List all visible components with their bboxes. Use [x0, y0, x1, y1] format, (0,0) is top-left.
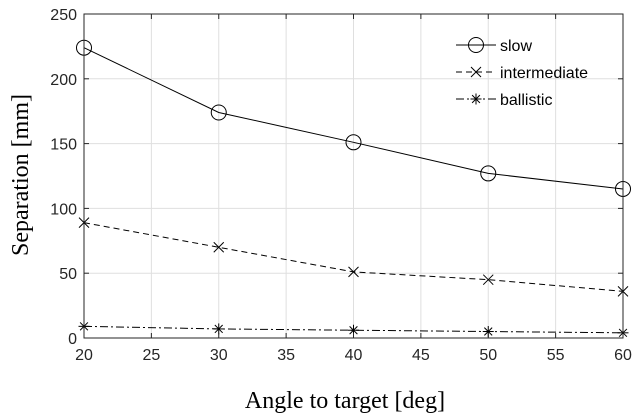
y-tick-label: 0: [68, 331, 77, 348]
legend-label-slow: slow: [500, 38, 532, 55]
axis-ticks: 20 25 30 35 40 45 50 55 60 0 50 100 150 200 250: [50, 7, 632, 364]
legend-label-ballistic: ballistic: [500, 92, 552, 109]
series-layer: [76, 39, 631, 339]
legend-marker-slow: [468, 37, 484, 53]
x-tick-label: 35: [277, 347, 295, 364]
y-axis-title: Separation [mm]: [8, 94, 34, 256]
data-point-intermediate: [482, 274, 494, 286]
legend: slow intermediate ballistic: [456, 37, 588, 109]
series-line-slow: [83, 47, 624, 190]
series-line-ballistic: [83, 325, 624, 334]
data-point-intermediate: [213, 241, 225, 253]
legend-item-intermediate: intermediate: [456, 65, 588, 82]
x-tick-label: 20: [75, 347, 93, 364]
x-tick-label: 50: [479, 347, 497, 364]
x-axis-title: Angle to target [deg]: [245, 388, 445, 414]
legend-item-slow: slow: [456, 37, 532, 55]
x-tick-label: 25: [142, 347, 160, 364]
data-point-slow: [480, 165, 497, 182]
legend-marker-ballistic: [470, 93, 482, 105]
y-tick-label: 100: [50, 201, 77, 218]
y-tick-label: 250: [50, 7, 77, 24]
x-tick-label: 60: [614, 347, 632, 364]
data-point-slow: [345, 134, 362, 151]
x-tick-label: 55: [547, 347, 565, 364]
y-tick-label: 200: [50, 72, 77, 89]
y-tick-label: 150: [50, 137, 77, 154]
x-tick-label: 40: [345, 347, 363, 364]
grid-lines: [83, 13, 624, 339]
legend-marker-intermediate: [470, 66, 482, 78]
data-point-ballistic: [348, 324, 359, 336]
y-tick-label: 50: [59, 266, 77, 283]
data-point-intermediate: [348, 266, 359, 278]
data-point-ballistic: [213, 323, 225, 335]
x-tick-label: 30: [210, 347, 228, 364]
legend-label-intermediate: intermediate: [500, 65, 588, 82]
legend-item-ballistic: ballistic: [456, 92, 552, 109]
data-point-slow: [210, 104, 227, 121]
x-tick-label: 45: [412, 347, 430, 364]
